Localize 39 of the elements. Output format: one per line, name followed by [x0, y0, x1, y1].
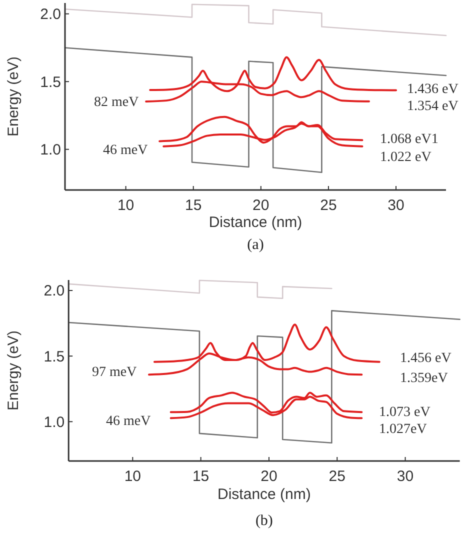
annotation: 1.022 eV	[380, 150, 432, 165]
text: (b)	[255, 513, 273, 529]
x-tick-label: 25	[320, 197, 337, 214]
text: (a)	[247, 237, 264, 253]
line-series	[64, 4, 447, 36]
y-tick-label: 2.0	[40, 6, 61, 24]
annotation: 46 meV	[106, 414, 151, 429]
annotation: 1.027eV	[379, 422, 427, 437]
line-series	[68, 310, 460, 444]
annotation: 46 meV	[103, 142, 148, 158]
x-tick-label: 15	[185, 197, 202, 214]
x-tick-label: 25	[328, 468, 346, 485]
x-axis-title: Distance (nm)	[218, 486, 311, 503]
line-series	[170, 396, 363, 420]
line-series	[158, 116, 364, 144]
y-tick-label: 1.0	[44, 414, 65, 431]
x-tick-label: 30	[396, 468, 414, 485]
x-tick-label: 10	[124, 468, 142, 485]
annotation: 1.359eV	[400, 370, 448, 386]
x-tick-label: 10	[117, 197, 134, 214]
annotation: 1.073 eV	[379, 404, 430, 420]
x-tick-label: 20	[260, 468, 278, 485]
y-axis-title: Energy (eV)	[5, 56, 22, 137]
annotation: 97 meV	[92, 364, 137, 380]
y-tick-label: 1.5	[40, 74, 61, 91]
y-axis-title: Energy (eV)	[5, 330, 22, 411]
y-tick-label: 1.5	[44, 348, 65, 366]
x-tick-label: 20	[252, 197, 270, 214]
annotation: 1.068 eV1	[380, 132, 438, 147]
y-tick-label: 1.0	[40, 142, 61, 159]
line-series	[68, 280, 332, 300]
annotation: 1.354 eV	[407, 98, 458, 114]
annotation: 1.436 eV	[407, 82, 458, 97]
x-tick-label: 30	[388, 197, 404, 214]
x-tick-label: 15	[192, 468, 210, 485]
x-axis-title: Distance (nm)	[208, 214, 302, 231]
annotation: 82 meV	[94, 94, 139, 110]
annotation: 1.456 eV	[400, 350, 452, 366]
y-tick-label: 2.0	[44, 282, 65, 300]
